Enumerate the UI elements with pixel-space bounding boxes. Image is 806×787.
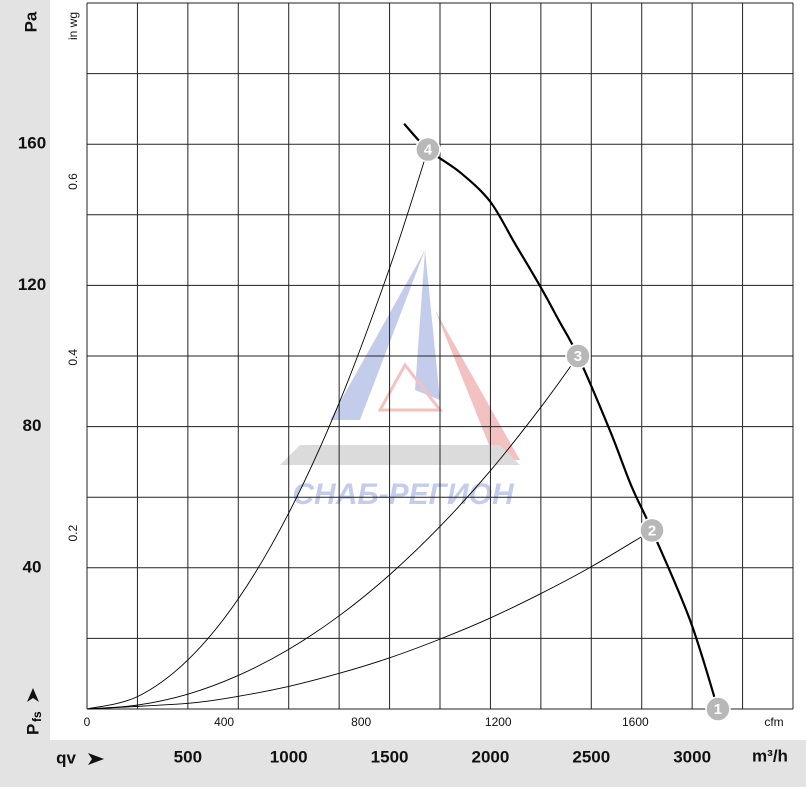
curve [86,149,429,710]
x2-unit: cfm [764,715,783,729]
bottom-band [0,740,806,787]
y-arrow [27,688,39,702]
y-tick-label: 40 [23,557,42,576]
point-label: 4 [424,141,433,158]
x-tick-label: 1500 [371,747,409,766]
x-label: qv [56,748,76,767]
y-symbol: P [23,724,42,735]
operating-point [705,696,731,722]
y2-tick-label: 0.2 [66,524,80,541]
x-tick-label: 500 [174,747,202,766]
x-arrow [88,753,104,765]
operating-point [415,136,441,163]
y2-tick-label: 0.4 [66,349,80,366]
curve [86,355,579,710]
operating-point [565,343,591,369]
operating-point [639,517,665,544]
x2-tick-label: 1200 [485,715,512,729]
x-tick-label: 2000 [472,747,510,766]
x2-tick-label: 1600 [622,715,649,729]
curve [86,529,653,710]
y2-unit: in wg [66,12,80,40]
x-tick-label: 3000 [673,747,711,766]
y-tick-label: 120 [18,275,46,294]
y2-tick-label: 0.6 [66,173,80,190]
curve [403,122,720,710]
x-tick-label: 1000 [270,747,308,766]
x2-tick-label: 400 [214,715,234,729]
x2-tick-label: 0 [84,715,91,729]
point-label: 2 [648,522,656,539]
x-unit: m³/h [752,746,788,765]
y-label: Pa [21,11,40,32]
x-tick-label: 2500 [572,747,610,766]
y-tick-label: 160 [18,134,46,153]
y-tick-label: 80 [23,416,42,435]
watermark-logo [280,250,520,465]
point-label: 3 [574,348,582,365]
x2-tick-label: 800 [351,715,371,729]
left-band [0,0,50,787]
y-symbol-sub: fs [30,711,44,722]
point-label: 1 [714,701,722,718]
watermark: СНАБ-РЕГИОН [292,478,515,511]
